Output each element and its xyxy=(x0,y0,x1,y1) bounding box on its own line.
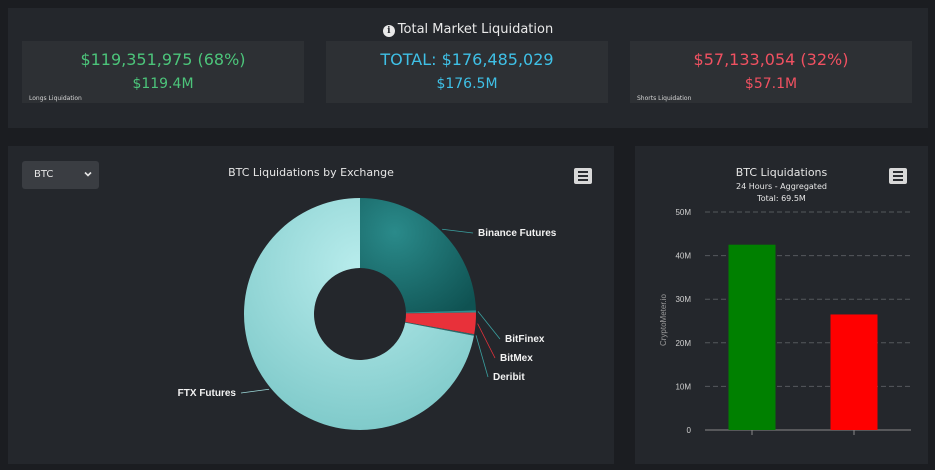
info-icon[interactable]: i xyxy=(382,25,395,37)
donut-label: BitMex xyxy=(500,353,533,364)
donut-connector xyxy=(442,228,474,234)
panel-title: i Total Market Liquidation xyxy=(8,22,928,37)
chevron-down-icon xyxy=(84,171,92,177)
donut-slice-ftx-futures[interactable] xyxy=(243,198,474,430)
bar-shorts[interactable] xyxy=(830,314,878,430)
longs-amount: $119,351,975 (68%) xyxy=(80,50,246,69)
longs-caption: Longs Liquidation xyxy=(29,95,82,102)
longs-short-amount: $119.4M xyxy=(132,76,194,92)
shorts-caption: Shorts Liquidation xyxy=(637,95,692,102)
y-axis-label: CryptoMeter.io xyxy=(659,293,668,346)
bar-chart-title: BTC Liquidations xyxy=(735,166,828,179)
donut-slice-bitfinex[interactable] xyxy=(405,310,476,314)
y-tick-label: 30M xyxy=(675,295,691,304)
donut-connector xyxy=(240,388,270,394)
donut-slice-bitmex[interactable] xyxy=(405,312,476,335)
donut-label: BitFinex xyxy=(505,334,545,345)
bar-chart-subtitle: 24 Hours - Aggregated xyxy=(736,182,827,191)
bar-chart-total: Total: 69.5M xyxy=(757,194,806,203)
exchange-chart-panel: BTC BTC Liquidations by Exchange Binance… xyxy=(8,146,614,464)
coin-select-value: BTC xyxy=(34,169,54,180)
y-tick-label: 40M xyxy=(675,252,691,261)
coin-select[interactable]: BTC xyxy=(22,161,99,189)
donut-connector xyxy=(477,323,496,359)
total-card: TOTAL: $176,485,029 $176.5M xyxy=(326,41,608,103)
total-amount: TOTAL: $176,485,029 xyxy=(380,50,554,69)
donut-label: Deribit xyxy=(493,372,525,383)
market-liquidation-panel: i Total Market Liquidation $119,351,975 (… xyxy=(8,8,928,128)
bar-chart-menu-button[interactable] xyxy=(889,168,907,184)
y-tick-label: 10M xyxy=(675,382,691,391)
total-short-amount: $176.5M xyxy=(436,76,498,92)
panel-title-text: Total Market Liquidation xyxy=(397,22,554,37)
donut-label: FTX Futures xyxy=(178,388,237,399)
donut-slice-binance-futures[interactable] xyxy=(360,198,476,313)
donut-label: Binance Futures xyxy=(478,228,557,239)
y-tick-label: 50M xyxy=(675,208,691,217)
bar-chart: 0 10M 20M 30M 40M 50M CryptoMeter.io xyxy=(659,208,911,435)
shorts-short-amount: $57.1M xyxy=(744,76,798,92)
donut-connector xyxy=(475,335,489,378)
chart-menu-button[interactable] xyxy=(574,168,592,184)
shorts-card: $57,133,054 (32%) $57.1M Shorts Liquidat… xyxy=(630,41,912,103)
bar-longs[interactable] xyxy=(728,244,776,430)
donut-chart-title: BTC Liquidations by Exchange xyxy=(228,166,394,179)
y-tick-label: 20M xyxy=(675,339,691,348)
y-tick-label: 0 xyxy=(687,426,692,435)
donut-connector xyxy=(477,311,501,340)
shorts-amount: $57,133,054 (32%) xyxy=(693,50,849,69)
donut-slice-deribit[interactable] xyxy=(405,322,475,336)
donut-chart: Binance Futures BitFinex BitMex Deribit FTX … xyxy=(178,198,557,430)
liquidation-bar-panel: BTC Liquidations 24 Hours - Aggregated T… xyxy=(635,146,928,464)
longs-card: $119,351,975 (68%) $119.4M Longs Liquida… xyxy=(22,41,304,103)
